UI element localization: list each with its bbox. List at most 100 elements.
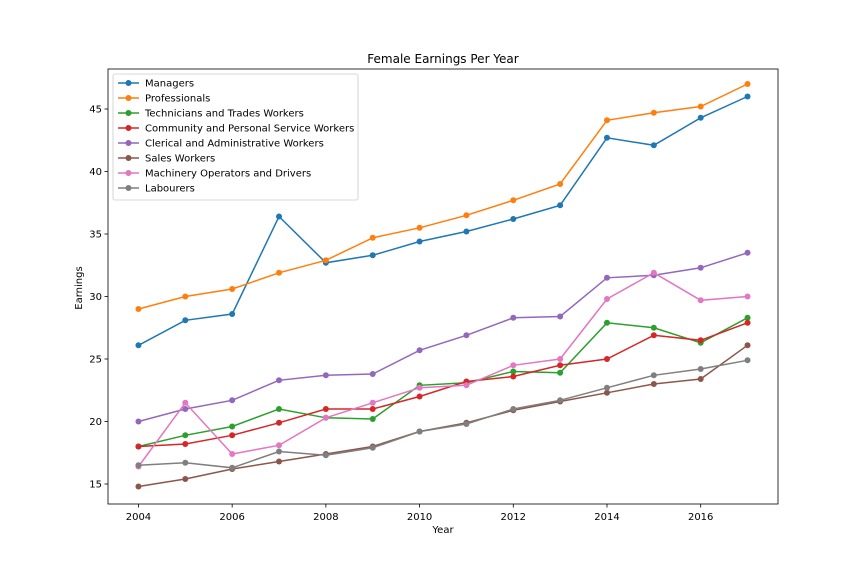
series-1	[135, 81, 751, 312]
data-point	[744, 293, 751, 300]
data-point	[135, 342, 142, 349]
legend-item: Community and Personal Service Workers	[118, 124, 354, 135]
data-point	[744, 81, 751, 87]
data-point	[416, 384, 423, 391]
data-point	[182, 476, 189, 482]
legend-label: Sales Workers	[145, 154, 215, 165]
data-point	[744, 93, 751, 100]
data-point	[416, 393, 423, 400]
data-point	[229, 311, 236, 317]
data-point	[697, 337, 704, 344]
series-line	[138, 359, 748, 469]
data-point	[416, 347, 423, 354]
legend-swatch-marker	[125, 110, 132, 116]
data-point	[369, 234, 376, 241]
legend: Managers Professionals Technicians and Tra…	[112, 73, 359, 201]
data-point	[650, 372, 657, 379]
y-tick-label: 25	[89, 355, 102, 366]
data-point	[697, 103, 704, 110]
data-point	[276, 448, 283, 455]
data-point	[510, 373, 517, 380]
data-point	[603, 117, 610, 124]
data-point	[416, 428, 423, 435]
legend-swatch-marker	[125, 80, 132, 86]
data-point	[510, 314, 517, 321]
data-point	[229, 432, 236, 439]
data-point	[744, 314, 751, 321]
legend-item: Labourers	[118, 184, 195, 195]
series-7	[135, 357, 751, 471]
x-tick-label: 2006	[219, 512, 244, 523]
y-tick-label: 15	[89, 480, 102, 491]
data-point	[369, 399, 376, 406]
data-point	[510, 368, 517, 375]
series-line	[137, 271, 748, 467]
data-point	[135, 418, 142, 425]
data-point	[276, 406, 283, 412]
data-point	[697, 297, 704, 304]
plot-area: 2004 2006 2008 2010 2012 2014 2016 15 20 25 30 35 40…	[89, 68, 779, 523]
data-point	[697, 376, 704, 382]
data-point	[369, 371, 376, 377]
data-point	[135, 306, 142, 312]
legend-label: Professionals	[145, 94, 210, 105]
data-point	[603, 356, 610, 362]
data-point	[369, 416, 376, 422]
legend-swatch-marker	[125, 170, 132, 176]
data-point	[463, 382, 470, 389]
data-point	[557, 202, 564, 209]
data-point	[135, 462, 142, 469]
data-point	[229, 464, 236, 471]
data-point	[650, 142, 657, 149]
legend-label: Clerical and Administrative Workers	[145, 139, 324, 150]
data-point	[557, 369, 564, 376]
data-point	[603, 274, 610, 281]
data-point	[557, 356, 564, 362]
legend-item: Professionals	[118, 94, 210, 105]
y-tick-label: 40	[89, 167, 102, 178]
data-point	[229, 286, 236, 292]
data-point	[510, 362, 517, 369]
x-tick-label: 2012	[501, 512, 526, 523]
data-point	[744, 357, 751, 364]
data-point	[182, 441, 189, 447]
data-point	[182, 399, 189, 406]
data-point	[510, 216, 517, 222]
data-point	[229, 451, 236, 457]
data-point	[135, 483, 142, 490]
data-point	[603, 384, 610, 391]
x-tick-label: 2004	[126, 512, 151, 523]
x-tick-label: 2014	[594, 512, 619, 523]
legend-swatch-marker	[125, 185, 132, 191]
data-point	[557, 397, 564, 404]
data-point	[229, 423, 236, 430]
data-point	[510, 406, 517, 412]
data-point	[603, 389, 610, 396]
data-point	[510, 197, 517, 204]
legend-box	[112, 73, 359, 201]
data-point	[322, 406, 329, 412]
x-axis-label: Year	[431, 525, 454, 536]
data-point	[697, 264, 704, 271]
data-point	[650, 269, 657, 276]
data-point	[697, 366, 704, 372]
series-line	[138, 95, 748, 346]
x-tick-label: 2010	[407, 512, 432, 523]
data-point	[369, 444, 376, 451]
data-point	[276, 269, 283, 276]
data-point	[182, 432, 189, 439]
data-point	[276, 442, 283, 449]
data-point	[369, 252, 376, 259]
data-point	[603, 319, 610, 326]
data-point	[557, 181, 564, 187]
legend-label: Managers	[145, 79, 194, 90]
series-line	[138, 252, 748, 423]
data-point	[135, 443, 142, 450]
data-point	[322, 372, 329, 379]
data-point	[463, 421, 470, 427]
data-point	[322, 257, 329, 264]
data-point	[650, 332, 657, 339]
data-point	[229, 397, 236, 404]
data-point	[603, 134, 610, 141]
data-point	[697, 114, 704, 121]
